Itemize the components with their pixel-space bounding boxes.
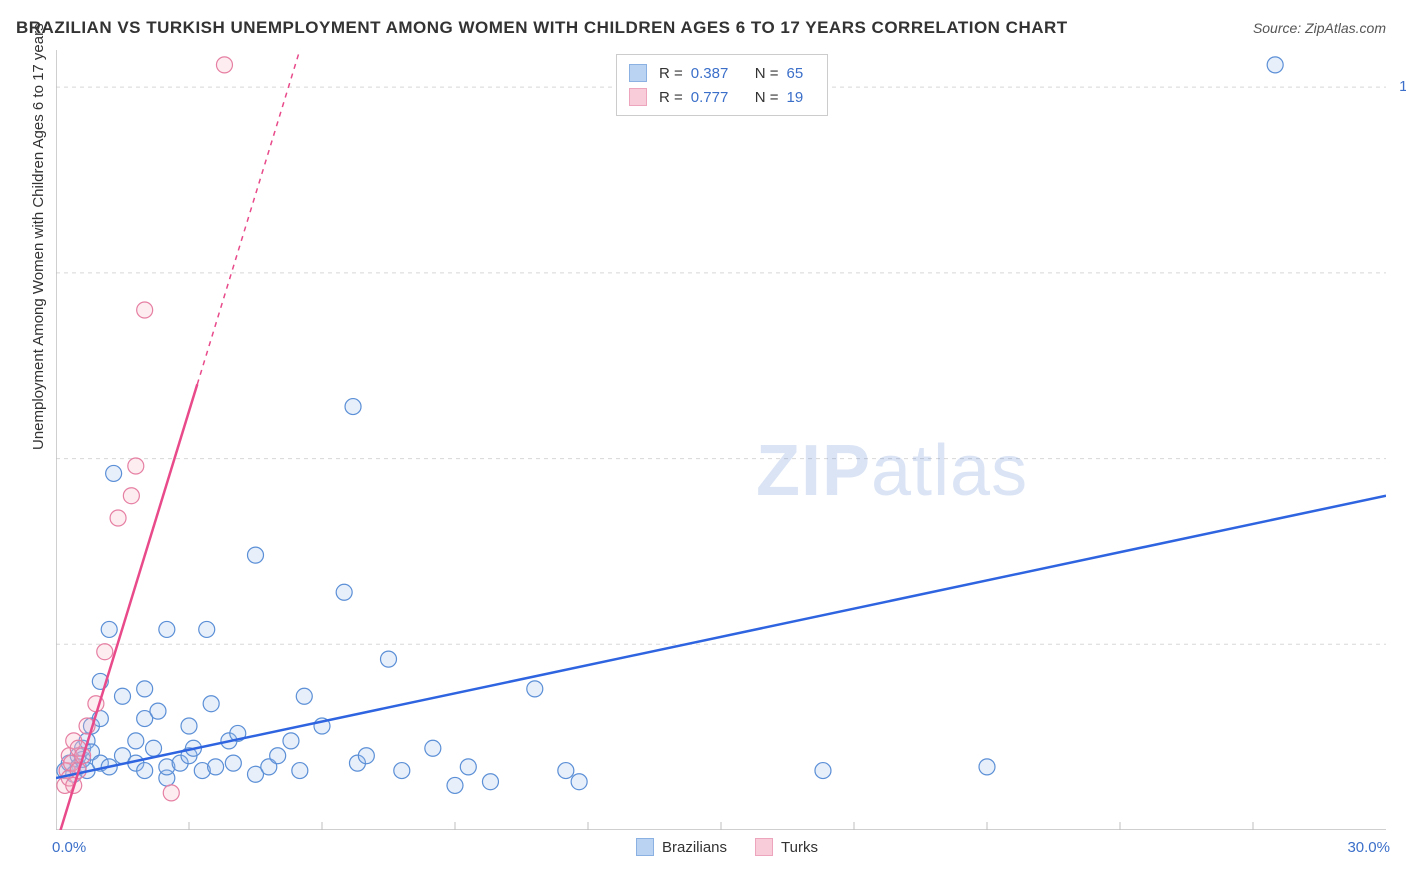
legend-swatch (629, 64, 647, 82)
correlation-legend: R = 0.387 N = 65 R = 0.777 N = 19 (616, 54, 828, 116)
legend-swatch (636, 838, 654, 856)
correlation-row: R = 0.387 N = 65 (629, 61, 815, 85)
chart-title: BRAZILIAN VS TURKISH UNEMPLOYMENT AMONG … (16, 18, 1068, 38)
r-label: R = (659, 89, 683, 106)
legend-item: Brazilians (636, 838, 727, 856)
legend-label: Turks (781, 839, 818, 856)
legend-swatch (755, 838, 773, 856)
r-value: 0.387 (691, 65, 743, 82)
x-axis-min-label: 0.0% (52, 839, 86, 856)
series-legend: Brazilians Turks (636, 838, 818, 856)
x-axis-max-label: 30.0% (1347, 839, 1390, 856)
plot-area: R = 0.387 N = 65 R = 0.777 N = 19 Brazil… (56, 50, 1386, 830)
scatter-svg (56, 50, 1386, 830)
y-tick-label: 100.0% (1399, 78, 1406, 95)
n-label: N = (755, 89, 779, 106)
n-value: 65 (787, 65, 815, 82)
r-label: R = (659, 65, 683, 82)
legend-label: Brazilians (662, 839, 727, 856)
n-value: 19 (787, 89, 815, 106)
source-attribution: Source: ZipAtlas.com (1253, 20, 1386, 36)
r-value: 0.777 (691, 89, 743, 106)
legend-swatch (629, 88, 647, 106)
chart-container: BRAZILIAN VS TURKISH UNEMPLOYMENT AMONG … (0, 0, 1406, 892)
n-label: N = (755, 65, 779, 82)
correlation-row: R = 0.777 N = 19 (629, 85, 815, 109)
y-axis-label: Unemployment Among Women with Children A… (30, 23, 47, 450)
legend-item: Turks (755, 838, 818, 856)
